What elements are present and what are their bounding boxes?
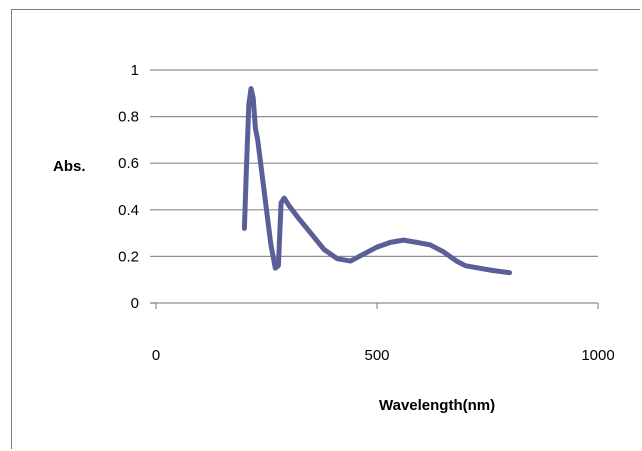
x-tick-label-1000: 1000 — [581, 347, 614, 364]
gridlines — [156, 70, 598, 256]
y-tick-label-0.2: 0.2 — [118, 248, 139, 265]
y-tick-label-0.4: 0.4 — [118, 202, 139, 219]
x-tick-label-0: 0 — [152, 347, 160, 364]
y-tick-label-0.8: 0.8 — [118, 109, 139, 126]
y-tick-label-0.6: 0.6 — [118, 155, 139, 172]
y-axis-title: Abs. — [53, 158, 86, 175]
x-axis-title: Wavelength(nm) — [379, 397, 495, 414]
y-tick-label-1: 1 — [131, 62, 139, 79]
axes — [150, 70, 598, 309]
y-tick-label-0: 0 — [131, 295, 139, 312]
tick-labels: 0 0.2 0.4 0.6 0.8 1 0 500 1000 — [118, 62, 615, 364]
x-tick-label-500: 500 — [364, 347, 389, 364]
